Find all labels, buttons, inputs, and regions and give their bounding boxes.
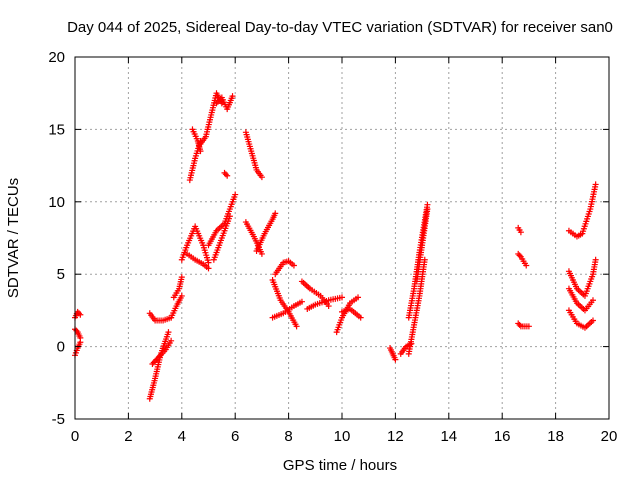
x-tick-label: 2 [124,428,132,445]
x-tick-label: 0 [71,428,79,445]
data-point [355,294,362,301]
data-point [224,172,231,179]
data-point [232,191,239,198]
data-point [165,329,172,336]
data-point [523,262,530,269]
x-tick-label: 20 [601,428,618,445]
y-axis-title: SDTVAR / TECUs [5,178,22,298]
data-point [272,210,279,217]
data-point [589,297,596,304]
data-point [178,292,185,299]
data-point [258,174,265,181]
chart-title: Day 044 of 2025, Sidereal Day-to-day VTE… [67,19,613,36]
data-point [205,259,212,266]
data-point [290,262,297,269]
x-tick-label: 6 [231,428,239,445]
data-point [197,148,204,155]
data-point [517,229,524,236]
y-tick-label: 15 [48,121,65,138]
axes: 0 2 4 6 8 10 12 14 16 18 20 -5 0 5 10 15 20 [48,49,617,445]
y-tick-label: 5 [57,266,65,283]
x-tick-label: 14 [440,428,457,445]
x-tick-label: 4 [178,428,186,445]
y-tick-label: 0 [57,339,65,356]
x-tick-label: 18 [547,428,564,445]
x-tick-label: 10 [334,428,351,445]
y-tick-label: 20 [48,49,65,66]
data-point [424,206,431,213]
data-point [178,274,185,281]
y-tick-label: 10 [48,194,65,211]
x-axis-title: GPS time / hours [283,457,397,474]
grid [75,57,609,419]
x-tick-label: 12 [387,428,404,445]
data-point [357,314,364,321]
data-point [592,181,599,188]
data-point [525,323,532,330]
data-point [77,339,84,346]
y-tick-label: -5 [52,411,65,428]
x-tick-label: 8 [284,428,292,445]
data-point [325,303,332,310]
data-points [72,90,599,402]
data-point [205,265,212,272]
data-point [293,323,300,330]
data-point [226,213,233,220]
data-point [589,317,596,324]
data-point [339,294,345,301]
data-point [258,250,265,257]
data-point [392,356,399,363]
data-point [229,93,236,100]
data-point [77,311,84,318]
data-point [592,256,599,263]
x-tick-label: 16 [494,428,511,445]
data-point [298,298,305,305]
data-point [168,337,175,344]
